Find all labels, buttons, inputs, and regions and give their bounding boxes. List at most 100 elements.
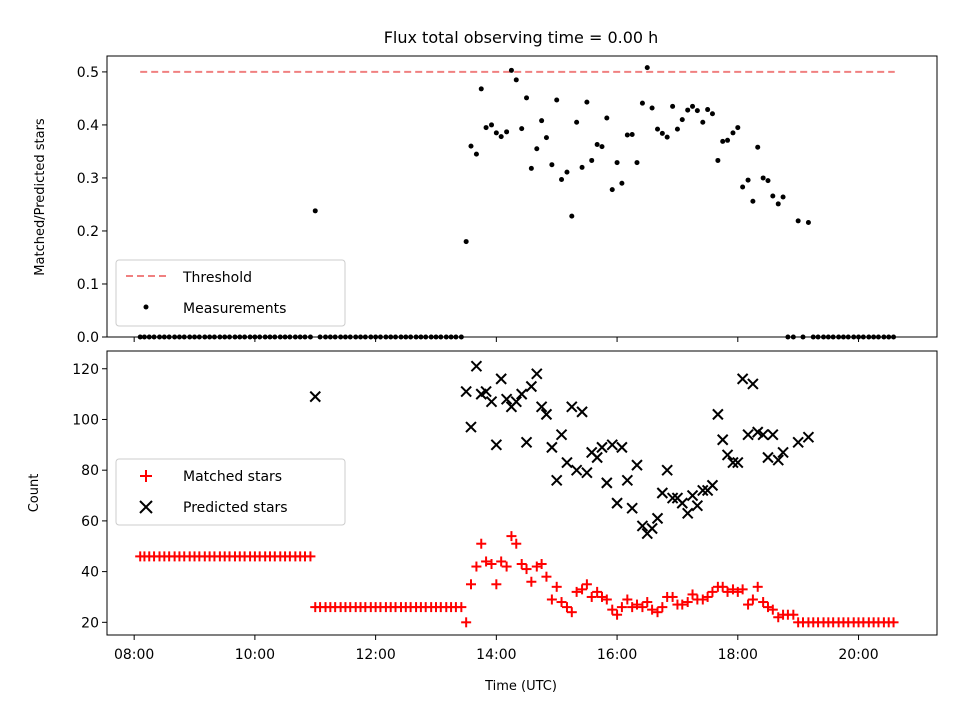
predicted-point xyxy=(596,441,608,454)
matched-point xyxy=(571,586,582,597)
predicted-point xyxy=(561,456,573,469)
bottom-axes-frame xyxy=(106,350,938,636)
matched-point xyxy=(601,594,612,605)
predicted-point xyxy=(606,439,618,451)
measurement-point xyxy=(629,131,635,137)
legend-threshold-label: Threshold xyxy=(182,270,252,286)
measurement-point xyxy=(574,119,580,125)
legend-matched-swatch xyxy=(140,470,152,482)
predicted-point xyxy=(792,436,804,448)
measurement-point xyxy=(760,175,766,181)
bottom-plot-area: 20 40 60 80 100 120 08:00 10:00 12:00 14:00 16:00 1… xyxy=(72,360,899,663)
measurement-point xyxy=(805,219,811,225)
predicted-point xyxy=(495,373,507,385)
matched-point xyxy=(486,559,497,569)
predicted-point xyxy=(631,459,643,471)
matched-point xyxy=(758,597,769,608)
top-ylabel: Matched/Predicted stars xyxy=(33,118,48,276)
measurement-point xyxy=(559,177,565,183)
bottom-ytick-label: 120 xyxy=(72,362,99,378)
measurement-point xyxy=(589,157,595,163)
bottom-xtick-label: 18:00 xyxy=(718,647,758,663)
predicted-point xyxy=(772,454,784,466)
predicted-point xyxy=(626,502,638,514)
predicted-point xyxy=(717,434,729,446)
measurement-point xyxy=(624,132,630,138)
measurement-point xyxy=(524,95,530,101)
matched-point xyxy=(491,579,502,590)
bottom-xtick-label: 20:00 xyxy=(838,647,878,663)
predicted-point xyxy=(691,499,704,512)
measurement-point xyxy=(528,165,534,171)
measurement-point xyxy=(483,125,489,131)
predicted-point xyxy=(480,385,492,398)
matched-point xyxy=(702,591,713,602)
measurement-point xyxy=(740,184,746,190)
matched-point xyxy=(592,586,603,597)
predicted-point xyxy=(460,385,472,398)
measurement-point xyxy=(639,100,645,106)
measurement-point xyxy=(463,239,469,245)
bottom-legend: Matched stars Predicted stars xyxy=(115,458,346,526)
legend-measurements-swatch xyxy=(143,304,149,310)
measurement-point xyxy=(549,162,555,168)
measurement-point xyxy=(700,119,706,125)
matched-point xyxy=(752,581,763,592)
measurement-point xyxy=(539,118,545,124)
measurement-point xyxy=(554,97,560,103)
measurement-point xyxy=(755,144,761,150)
matched-point xyxy=(667,591,678,602)
matched-point xyxy=(737,584,748,595)
legend-matched-label: Matched stars xyxy=(183,469,282,485)
measurement-point xyxy=(609,187,615,193)
matched-point xyxy=(305,551,316,562)
measurement-point xyxy=(690,103,696,109)
measurement-point xyxy=(670,103,676,109)
matched-point xyxy=(687,589,698,600)
matched-point xyxy=(526,576,537,587)
predicted-point xyxy=(515,388,528,400)
predicted-point xyxy=(309,390,321,403)
measurement-point xyxy=(745,177,751,183)
measurement-point xyxy=(584,99,590,105)
matched-point xyxy=(501,561,512,572)
bottom-xtick-label: 08:00 xyxy=(114,647,154,663)
top-ytick-label: 0.0 xyxy=(77,330,99,346)
predicted-point xyxy=(712,408,724,421)
bottom-ytick-label: 80 xyxy=(81,463,99,479)
predicted-point xyxy=(465,421,477,433)
bottom-xlabel: Time (UTC) xyxy=(484,679,557,694)
measurement-point xyxy=(504,129,510,135)
matched-point xyxy=(707,586,718,597)
bottom-ytick-label: 100 xyxy=(72,412,99,428)
matched-point xyxy=(546,594,557,605)
predicted-point xyxy=(576,406,588,418)
legend-measurements-label: Measurements xyxy=(183,301,286,317)
bottom-ytick-label: 60 xyxy=(81,514,99,530)
predicted-point xyxy=(661,464,673,476)
predicted-point xyxy=(747,378,759,390)
measurement-point xyxy=(569,213,575,219)
predicted-point xyxy=(736,373,749,385)
predicted-point xyxy=(525,380,538,393)
predicted-point xyxy=(510,396,522,408)
predicted-point xyxy=(490,439,503,451)
matched-point xyxy=(767,604,778,615)
matched-point xyxy=(652,607,663,618)
measurement-point xyxy=(478,86,484,92)
matched-point xyxy=(566,607,577,618)
measurement-point xyxy=(709,111,715,117)
top-plot-area: 0.0 0.1 0.2 0.3 0.4 0.5 xyxy=(77,65,897,346)
measurement-point xyxy=(604,115,610,121)
measurement-point xyxy=(543,135,549,141)
predicted-point xyxy=(581,467,593,479)
measurement-point xyxy=(770,193,776,199)
measurement-point xyxy=(508,67,514,73)
matched-point xyxy=(471,561,482,572)
matched-point xyxy=(722,586,733,597)
predicted-point xyxy=(555,428,568,441)
measurement-point xyxy=(659,130,665,136)
predicted-point xyxy=(656,487,669,499)
matched-point xyxy=(556,597,567,608)
measurement-point xyxy=(519,126,525,132)
